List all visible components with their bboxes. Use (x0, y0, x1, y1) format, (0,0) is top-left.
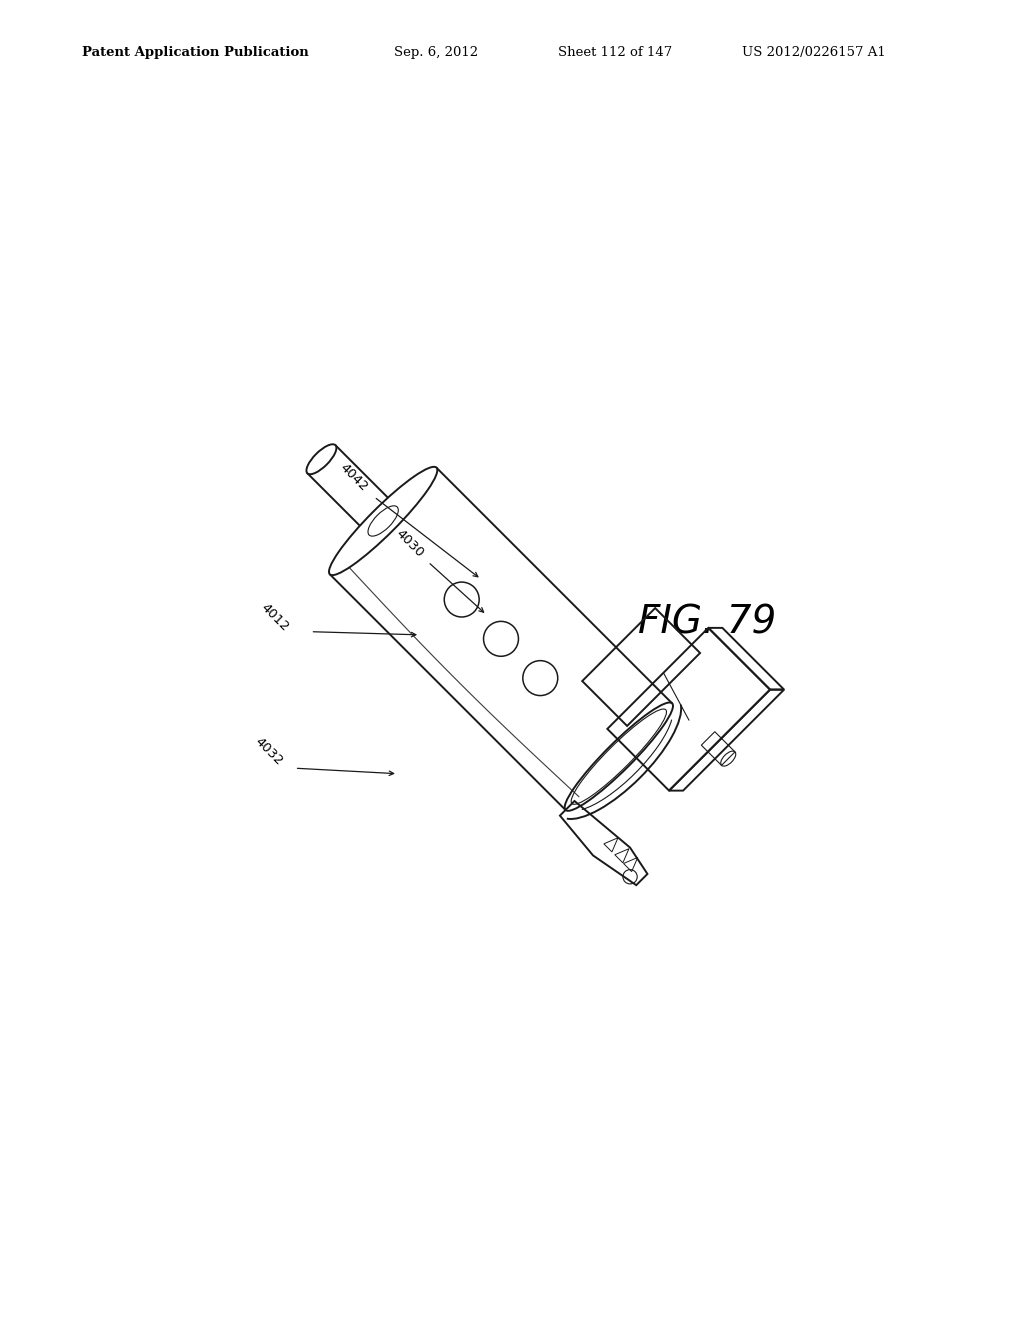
Text: Patent Application Publication: Patent Application Publication (82, 46, 308, 59)
Text: 4032: 4032 (253, 735, 286, 768)
Ellipse shape (329, 467, 437, 576)
Text: Sheet 112 of 147: Sheet 112 of 147 (558, 46, 673, 59)
Text: 4030: 4030 (393, 527, 426, 560)
Text: 4012: 4012 (258, 601, 292, 634)
Text: Sep. 6, 2012: Sep. 6, 2012 (394, 46, 478, 59)
Ellipse shape (306, 445, 337, 474)
Text: 4042: 4042 (338, 461, 371, 494)
Text: US 2012/0226157 A1: US 2012/0226157 A1 (742, 46, 886, 59)
Text: $\partial$: $\partial$ (316, 449, 329, 462)
Text: FIG. 79: FIG. 79 (638, 605, 776, 642)
